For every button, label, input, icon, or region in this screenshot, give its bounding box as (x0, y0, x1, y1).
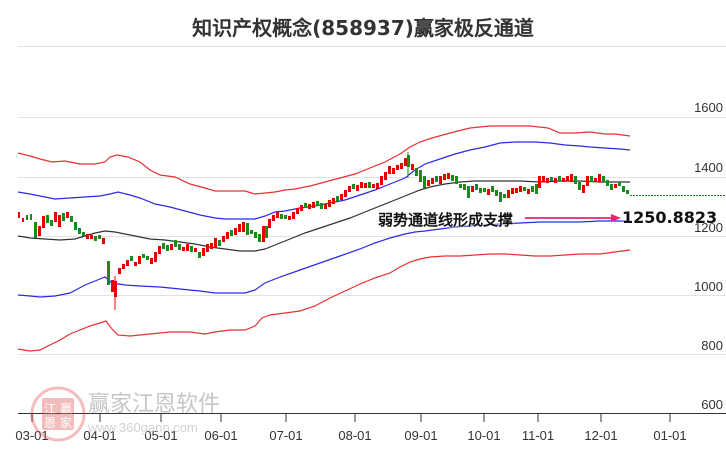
upper-inner-band (17, 141, 631, 220)
svg-text:赢: 赢 (60, 401, 72, 416)
title-divider (18, 46, 726, 47)
lower-inner-band (17, 220, 630, 298)
annotation-arrow (525, 214, 621, 222)
y-tick-1000: 1000 (694, 279, 723, 294)
y-tick-800: 800 (701, 338, 723, 353)
x-tick-label: 04-01 (83, 428, 117, 443)
x-tick-label: 08-01 (338, 428, 372, 443)
x-tick-label: 09-01 (404, 428, 438, 443)
lower-outer-band (17, 249, 631, 352)
y-tick-1400: 1400 (694, 160, 723, 175)
x-tick-label: 07-01 (269, 428, 303, 443)
svg-text:家: 家 (60, 415, 72, 430)
middle-line (17, 180, 630, 252)
x-tick-label: 11-01 (521, 428, 555, 443)
x-tick-label: 10-01 (467, 428, 501, 443)
gridlines (18, 117, 726, 355)
x-tick-label: 06-01 (204, 428, 238, 443)
support-annotation-value: 1250.8823 (622, 208, 718, 227)
x-axis (18, 413, 726, 422)
y-tick-600: 600 (701, 397, 723, 412)
x-tick-label: 01-01 (653, 428, 687, 443)
candlesticks (18, 152, 629, 310)
y-tick-1200: 1200 (694, 220, 723, 235)
svg-text:江: 江 (44, 402, 56, 416)
upper-outer-band (17, 125, 631, 195)
watermark-brand: 赢家江恩软件 (88, 392, 221, 417)
chart-title: 知识产权概念(858937)赢家极反通道 (192, 16, 534, 40)
support-annotation-label: 弱势通道线形成支撑 (378, 211, 514, 229)
watermark-logo-icon: 江 赢 恩 家 (30, 386, 86, 442)
x-tick-label: 03-01 (15, 428, 49, 443)
x-tick-label: 12-01 (584, 428, 618, 443)
svg-text:恩: 恩 (44, 416, 56, 430)
watermark-url: www.360gann.com (88, 420, 198, 435)
x-tick-label: 05-01 (144, 428, 178, 443)
y-tick-1600: 1600 (694, 100, 723, 115)
